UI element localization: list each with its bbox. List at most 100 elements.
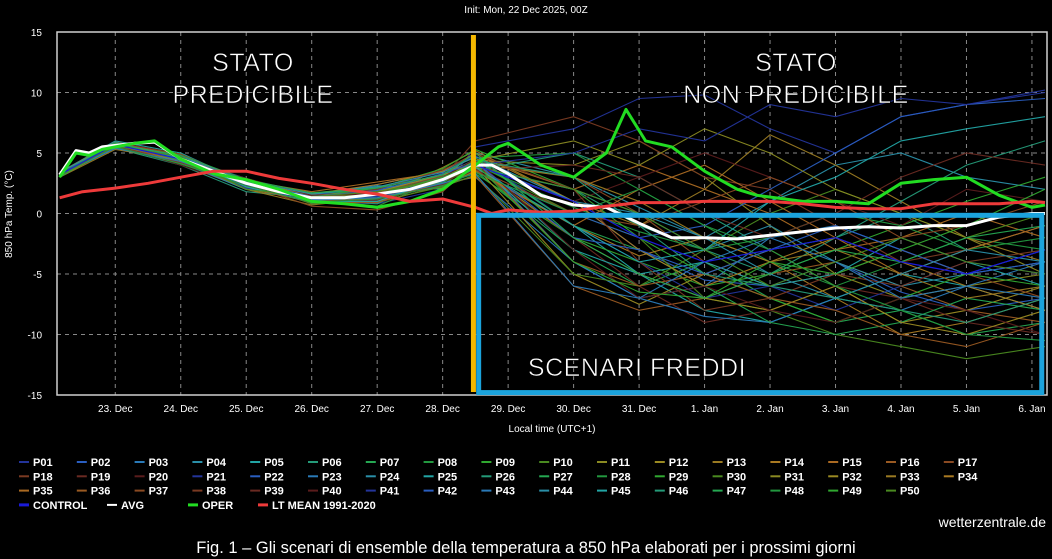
legend-item: P13	[727, 457, 747, 469]
ensemble-members	[59, 89, 1046, 360]
legend-item: P27	[553, 471, 573, 483]
axes: 15 10 5 0 -5 -10 -15 23. Dec 24. Dec 25. Dec 26. D…	[28, 28, 1046, 415]
legend-item: P31	[784, 471, 804, 483]
legend-item: P19	[91, 471, 111, 483]
x-tick-label: 26. Dec	[294, 404, 328, 415]
legend-item: P26	[495, 471, 515, 483]
member-line-p36	[59, 146, 1046, 348]
legend-item: P49	[842, 486, 862, 498]
legend-item: P12	[669, 457, 689, 469]
legend-item: P40	[322, 486, 342, 498]
legend-item: P37	[149, 486, 169, 498]
x-tick-label: 31. Dec	[622, 404, 656, 415]
x-tick-label: 28. Dec	[425, 404, 459, 415]
label-non-predicibile: NON PREDICIBILE	[683, 81, 909, 109]
member-line-p44	[59, 142, 1046, 299]
legend-item: OPER	[202, 500, 233, 512]
legend-item: P25	[438, 471, 458, 483]
chart-title: Init: Mon, 22 Dec 2025, 00Z	[464, 5, 587, 16]
x-axis-label: Local time (UTC+1)	[509, 424, 596, 435]
x-tick-label: 3. Jan	[822, 404, 849, 415]
legend-item: P01	[33, 457, 53, 469]
label-stato-2: STATO	[755, 49, 837, 77]
legend-item: LT MEAN 1991-2020	[272, 500, 376, 512]
legend: P01 P02 P03 P04 P05 P06 P07 P08 P09 P10 P11 P12 P13 P…	[19, 457, 978, 512]
y-axis-label: 850 hPa Temp. (°C)	[4, 170, 15, 258]
legend-item: P42	[438, 486, 458, 498]
y-tick-label: 15	[31, 28, 43, 39]
y-tick-label: -15	[28, 391, 43, 402]
legend-item: P41	[380, 486, 400, 498]
member-line-p47	[59, 143, 1046, 299]
legend-item: P28	[611, 471, 631, 483]
figure-caption: Fig. 1 – Gli scenari di ensemble della t…	[196, 539, 855, 557]
legend-item: P08	[438, 457, 458, 469]
legend-item: P22	[264, 471, 284, 483]
x-tick-label: 24. Dec	[164, 404, 198, 415]
legend-item: P50	[900, 486, 920, 498]
legend-item: P47	[727, 486, 747, 498]
legend-item: P30	[727, 471, 747, 483]
special-series	[58, 107, 1046, 275]
x-tick-label: 6. Jan	[1018, 404, 1045, 415]
label-scenari-freddi: SCENARI FREDDI	[528, 354, 746, 382]
cold-scenarios-box	[476, 212, 1045, 396]
x-tick-label: 25. Dec	[229, 404, 263, 415]
legend-item: P17	[958, 457, 978, 469]
y-tick-label: -10	[28, 331, 43, 342]
legend-item: P32	[842, 471, 862, 483]
legend-item: P35	[33, 486, 53, 498]
legend-item: P39	[264, 486, 284, 498]
legend-item: P44	[553, 486, 573, 498]
legend-item: P43	[495, 486, 515, 498]
legend-item: P48	[784, 486, 804, 498]
legend-item: P38	[206, 486, 226, 498]
x-tick-label: 2. Jan	[756, 404, 783, 415]
y-tick-label: 10	[31, 89, 43, 100]
site-credit: wetterzentrale.de	[938, 514, 1047, 530]
legend-item: P11	[611, 457, 630, 469]
legend-item: CONTROL	[33, 500, 88, 512]
legend-item: P09	[495, 457, 515, 469]
x-tick-label: 4. Jan	[887, 404, 914, 415]
label-predicibile: PREDICIBILE	[172, 81, 333, 109]
legend-item: P03	[149, 457, 169, 469]
series-line-oper	[58, 107, 1046, 209]
legend-item: P18	[33, 471, 53, 483]
legend-item: P24	[380, 471, 400, 483]
legend-item: P46	[669, 486, 689, 498]
x-tick-label: 23. Dec	[98, 404, 132, 415]
legend-item: P04	[206, 457, 226, 469]
legend-item: P02	[91, 457, 111, 469]
annotations: STATO PREDICIBILE STATO NON PREDICIBILE SCEN…	[172, 35, 1045, 396]
legend-item: P45	[611, 486, 631, 498]
x-tick-label: 1. Jan	[691, 404, 718, 415]
legend-item: P20	[149, 471, 169, 483]
y-tick-label: -5	[33, 270, 42, 281]
legend-item: P33	[900, 471, 920, 483]
x-tick-label: 30. Dec	[556, 404, 590, 415]
legend-item: P23	[322, 471, 342, 483]
y-tick-label: 0	[36, 210, 42, 221]
legend-item: P21	[206, 471, 226, 483]
member-line-p26	[59, 140, 1046, 251]
label-stato: STATO	[212, 49, 294, 77]
legend-item: P06	[322, 457, 342, 469]
series-line-lt	[59, 169, 1046, 215]
legend-item: AVG	[121, 500, 144, 512]
x-tick-label: 29. Dec	[491, 404, 525, 415]
legend-item: P34	[958, 471, 978, 483]
legend-item: P14	[784, 457, 804, 469]
legend-item: P16	[900, 457, 920, 469]
x-tick-label: 5. Jan	[953, 404, 980, 415]
legend-item: P10	[553, 457, 573, 469]
legend-item: P15	[842, 457, 862, 469]
member-line-p40	[59, 141, 1046, 336]
legend-item: P05	[264, 457, 284, 469]
legend-item: P29	[669, 471, 689, 483]
legend-item: P07	[380, 457, 400, 469]
y-tick-label: 5	[36, 149, 42, 160]
legend-item: P36	[91, 486, 111, 498]
x-tick-label: 27. Dec	[360, 404, 394, 415]
